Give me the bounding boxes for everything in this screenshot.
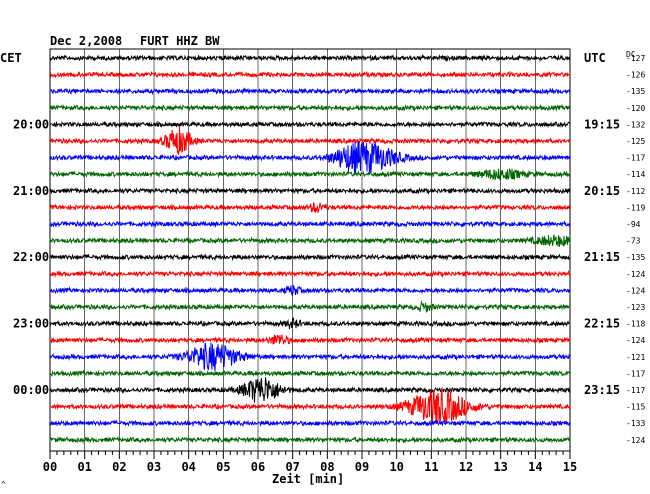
trace-19	[49, 369, 571, 378]
dc-offset-7: -114	[626, 170, 645, 179]
dc-offset-0: -127	[626, 54, 645, 63]
trace-6	[49, 141, 571, 175]
left-time-label-2: 22:00	[13, 250, 49, 264]
trace-1	[49, 70, 571, 79]
trace-5	[49, 125, 571, 156]
x-tick-label-4: 04	[181, 460, 195, 474]
dc-label: DC	[626, 50, 636, 59]
dc-offset-23: -124	[626, 436, 645, 445]
dc-offset-22: -133	[626, 419, 645, 428]
x-tick-label-12: 12	[459, 460, 473, 474]
x-tick-label-6: 06	[251, 460, 265, 474]
x-tick-label-0: 00	[43, 460, 57, 474]
plot-frame	[49, 48, 571, 452]
dc-offset-3: -120	[626, 104, 645, 113]
x-tick-label-13: 13	[493, 460, 507, 474]
dc-offset-17: -124	[626, 336, 645, 345]
x-tick-label-15: 15	[563, 460, 577, 474]
dc-offset-19: -117	[626, 369, 645, 378]
trace-4	[49, 120, 571, 129]
x-tick-label-7: 07	[285, 460, 299, 474]
x-tick-label-3: 03	[147, 460, 161, 474]
corner-mark: ^	[1, 480, 6, 489]
dc-offset-13: -124	[626, 270, 645, 279]
left-time-label-1: 21:00	[13, 184, 49, 198]
x-axis-label: Zeit [min]	[272, 472, 344, 486]
trace-20	[49, 377, 571, 403]
trace-layer	[49, 53, 571, 445]
x-tick-label-10: 10	[389, 460, 403, 474]
label-layer: 20:00 21:00 22:00 23:00 00:00 UTC 19:15 20:15 21…	[13, 51, 645, 445]
trace-8	[49, 186, 571, 195]
x-axis: 00 01 02 03 04 05 06 07 08 09 10 11 12 13 14 15	[43, 451, 577, 474]
x-tick-label-11: 11	[424, 460, 438, 474]
dc-offset-12: -135	[626, 253, 645, 262]
dc-offset-9: -119	[626, 203, 645, 212]
trace-18	[49, 342, 571, 372]
trace-0	[49, 53, 571, 63]
dc-offset-10: -94	[626, 220, 641, 229]
trace-15	[49, 299, 571, 313]
x-tick-label-5: 05	[216, 460, 230, 474]
trace-12	[50, 253, 571, 262]
trace-14	[49, 284, 571, 297]
x-tick-label-1: 01	[77, 460, 91, 474]
right-time-label-2: 20:15	[584, 184, 620, 198]
dc-offset-21: -115	[626, 403, 645, 412]
right-time-label-5: 23:15	[584, 383, 620, 397]
dc-offset-11: -73	[626, 237, 641, 246]
trace-2	[49, 87, 571, 96]
dc-offset-14: -124	[626, 286, 645, 295]
trace-11	[49, 234, 571, 247]
trace-22	[49, 419, 571, 428]
trace-7	[49, 168, 571, 181]
x-tick-label-14: 14	[528, 460, 542, 474]
trace-13	[49, 269, 571, 279]
left-time-label-3: 23:00	[13, 317, 49, 331]
trace-10	[49, 220, 571, 229]
dc-offset-6: -117	[626, 154, 645, 163]
trace-17	[49, 334, 571, 345]
right-time-label-3: 21:15	[584, 250, 620, 264]
trace-21	[49, 386, 571, 425]
dc-offset-15: -123	[626, 303, 645, 312]
trace-3	[49, 103, 571, 112]
x-tick-label-8: 08	[320, 460, 334, 474]
trace-16	[49, 317, 571, 329]
right-time-label-1: 19:15	[584, 117, 620, 131]
minute-grid	[84, 49, 536, 451]
left-time-label-4: 00:00	[13, 383, 49, 397]
trace-23	[49, 436, 571, 445]
trace-9	[49, 201, 571, 213]
dc-offset-4: -132	[626, 120, 645, 129]
right-time-label-0: UTC	[584, 51, 606, 65]
header-date: Dec 2,2008	[50, 34, 122, 48]
header-station: FURT HHZ BW	[140, 34, 220, 48]
x-tick-label-9: 09	[355, 460, 369, 474]
dc-offset-18: -121	[626, 353, 645, 362]
x-tick-label-2: 02	[112, 460, 126, 474]
dc-offset-5: -125	[626, 137, 645, 146]
right-time-label-4: 22:15	[584, 317, 620, 331]
dc-offset-20: -117	[626, 386, 645, 395]
left-time-label-0: 20:00	[13, 117, 49, 131]
left-zone-label: CET	[0, 51, 22, 65]
dc-offset-1: -126	[626, 71, 645, 80]
dc-offset-2: -135	[626, 87, 645, 96]
dc-offset-16: -118	[626, 320, 645, 329]
dc-offset-8: -112	[626, 187, 645, 196]
